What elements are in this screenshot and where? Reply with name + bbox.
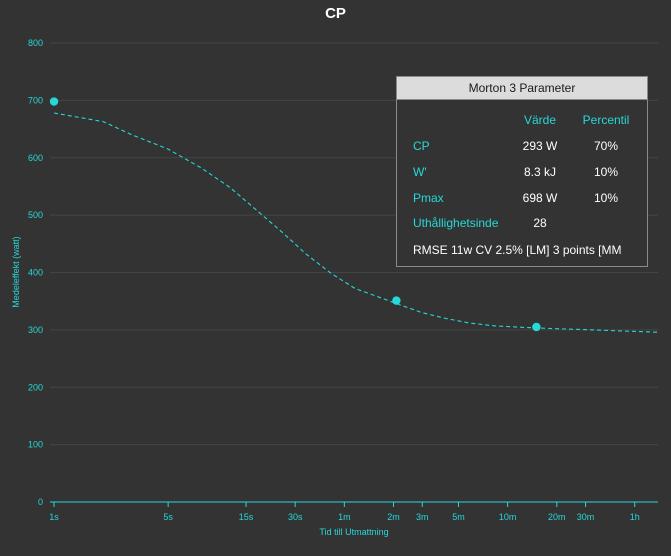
y-axis-label: Medeleffekt (watt)	[11, 236, 21, 307]
data-point-marker	[532, 322, 541, 332]
param-value: 28	[533, 216, 547, 230]
y-tick-label: 0	[38, 497, 43, 507]
x-tick-label: 1m	[338, 512, 351, 522]
y-tick-label: 800	[28, 38, 43, 48]
y-tick-label: 700	[28, 95, 43, 105]
param-name: CP	[413, 139, 430, 153]
y-tick-label: 400	[28, 268, 43, 278]
param-name: Uthållighetsindex	[413, 216, 499, 230]
param-value: 8.3 kJ	[523, 165, 556, 179]
y-tick-label: 200	[28, 382, 43, 392]
column-header-value: Värde	[523, 113, 557, 127]
x-tick-label: 5m	[452, 512, 465, 522]
data-point-marker	[49, 97, 59, 106]
param-value: 698 W	[522, 191, 558, 205]
x-tick-label: 5s	[163, 512, 173, 522]
x-tick-label: 1s	[49, 512, 59, 522]
y-tick-label: 300	[28, 325, 43, 335]
y-tick-label: 600	[28, 153, 43, 163]
param-value: 293 W	[522, 139, 558, 153]
param-row-pmax: Pmax 698 W 10%	[397, 189, 649, 207]
x-tick-label: 10m	[499, 512, 517, 522]
column-header-percentile: Percentil	[582, 113, 630, 127]
x-tick-label: 2m	[387, 512, 400, 522]
x-tick-label: 30m	[577, 512, 595, 522]
param-row-cp: CP 293 W 70%	[397, 137, 649, 155]
x-tick-label: 20m	[548, 512, 566, 522]
param-percentile: 10%	[593, 165, 619, 179]
model-parameter-panel: Morton 3 Parameter Värde Percentil CP 29…	[396, 76, 648, 267]
x-axis-label: Tid till Utmattning	[319, 527, 388, 537]
rmse-summary: RMSE 11w CV 2.5% [LM] 3 points [MM	[413, 243, 622, 257]
y-tick-label: 100	[28, 440, 43, 450]
chart-title: CP	[325, 5, 346, 22]
param-row-wprime: W' 8.3 kJ 10%	[397, 163, 649, 181]
param-name: W'	[413, 165, 427, 179]
x-tick-label: 1h	[630, 512, 640, 522]
y-tick-label: 500	[28, 210, 43, 220]
x-tick-label: 3m	[416, 512, 429, 522]
x-tick-label: 30s	[288, 512, 303, 522]
param-name: Pmax	[413, 191, 444, 205]
param-percentile: 10%	[593, 191, 619, 205]
panel-column-headers: Värde Percentil	[397, 111, 649, 129]
param-percentile: 70%	[593, 139, 619, 153]
data-point-marker	[392, 296, 401, 305]
panel-title: Morton 3 Parameter	[397, 77, 647, 100]
model-curve	[53, 112, 659, 333]
param-row-endurance-index: Uthållighetsindex 28	[397, 214, 649, 232]
x-tick-label: 15s	[239, 512, 254, 522]
